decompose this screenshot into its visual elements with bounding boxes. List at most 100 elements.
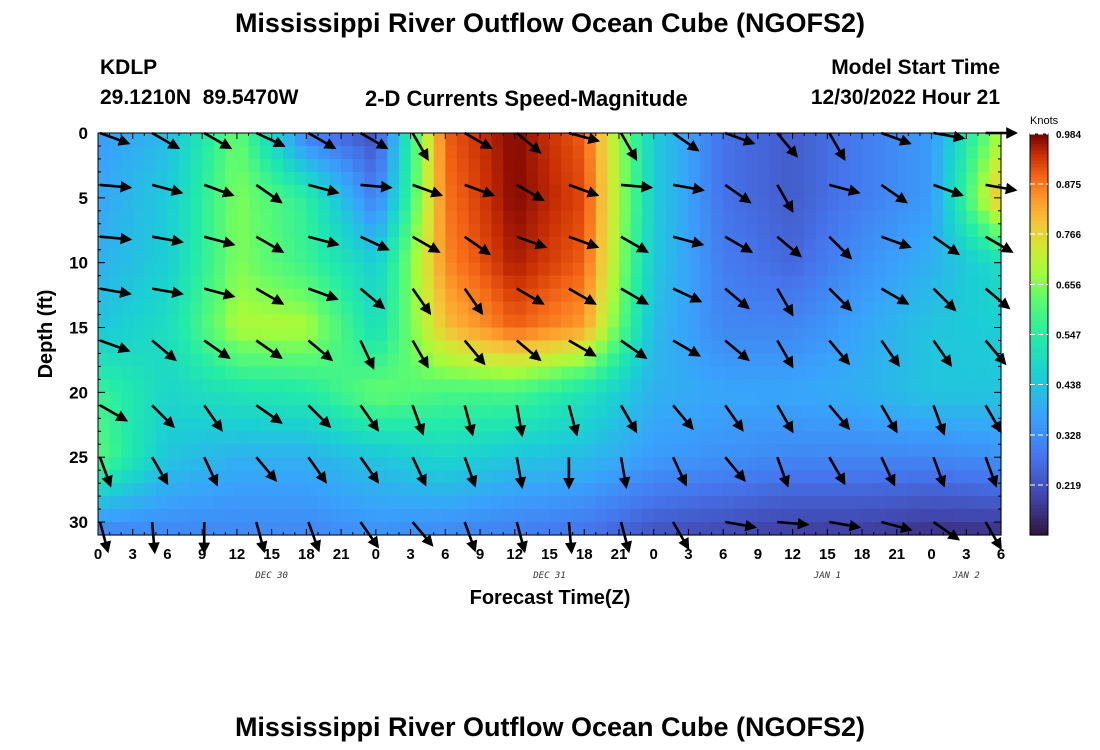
heatmap-cell: [584, 249, 597, 264]
heatmap-cell: [977, 197, 991, 212]
heatmap-cell: [607, 327, 620, 342]
heatmap-cell: [283, 327, 296, 342]
heatmap-cell: [688, 379, 701, 393]
heatmap-cell: [236, 236, 250, 251]
heatmap-cell: [121, 327, 134, 342]
heatmap-cell: [375, 223, 389, 238]
colorbar-segment: [1030, 397, 1048, 402]
y-tick-label: 10: [69, 254, 88, 273]
heatmap-cell: [943, 379, 956, 393]
heatmap-cell: [584, 405, 597, 419]
heatmap-cell: [271, 496, 284, 510]
heatmap-cell: [815, 418, 828, 432]
heatmap-cell: [989, 301, 1002, 316]
heatmap-cell: [514, 223, 527, 238]
colorbar-segment: [1030, 431, 1048, 436]
heatmap-cell: [584, 444, 597, 458]
colorbar-segment: [1030, 267, 1048, 272]
heatmap-cell: [954, 158, 967, 173]
heatmap-cell: [919, 392, 933, 406]
heatmap-cell: [491, 418, 504, 432]
heatmap-cell: [236, 171, 250, 186]
heatmap-cell: [688, 483, 701, 497]
heatmap-cell: [294, 470, 307, 484]
heatmap-cell: [549, 223, 562, 238]
current-vector: [672, 339, 702, 357]
heatmap-cell: [896, 210, 909, 225]
heatmap-cell: [549, 327, 562, 342]
colorbar-segment: [1030, 428, 1048, 433]
heatmap-cell: [630, 496, 643, 510]
heatmap-cell: [792, 405, 805, 419]
heatmap-cell: [804, 145, 817, 160]
heatmap-cell: [989, 431, 1002, 445]
heatmap-cell: [815, 483, 828, 497]
heatmap-cell: [468, 145, 481, 160]
heatmap-cell: [676, 145, 690, 160]
heatmap-cell: [109, 431, 122, 445]
heatmap-cell: [769, 249, 782, 264]
heatmap-cell: [862, 340, 875, 355]
heatmap-cell: [723, 470, 736, 484]
heatmap-cell: [317, 223, 331, 238]
heatmap-cell: [109, 210, 122, 225]
heatmap-cell: [121, 353, 134, 368]
heatmap-cell: [595, 262, 608, 277]
heatmap-cell: [98, 418, 111, 432]
heatmap-cell: [723, 379, 736, 393]
current-vector: [619, 521, 632, 554]
heatmap-cell: [607, 301, 620, 316]
heatmap-cell: [769, 509, 782, 523]
heatmap-cell: [514, 197, 527, 212]
heatmap-cell: [919, 340, 933, 355]
heatmap-cell: [98, 327, 111, 342]
heatmap-cell: [155, 327, 169, 342]
heatmap-cell: [317, 444, 331, 458]
heatmap-cell: [271, 392, 284, 406]
heatmap-cell: [283, 405, 296, 419]
heatmap-cell: [445, 444, 458, 458]
heatmap-cell: [688, 366, 701, 380]
colorbar-segment: [1030, 531, 1048, 536]
heatmap-cell: [815, 392, 828, 406]
colorbar-segment: [1030, 514, 1048, 519]
heatmap-cell: [954, 145, 967, 160]
heatmap-cell: [769, 236, 782, 251]
heatmap-cell: [943, 275, 956, 290]
heatmap-cell: [931, 197, 944, 212]
heatmap-cell: [179, 366, 192, 380]
heatmap-cell: [132, 353, 145, 368]
heatmap-cell: [966, 457, 979, 471]
heatmap-cell: [642, 431, 655, 445]
heatmap-cell: [700, 340, 713, 355]
heatmap-cell: [294, 444, 307, 458]
heatmap-cell: [815, 184, 828, 199]
heatmap-cell: [873, 133, 886, 147]
heatmap-cell: [294, 223, 307, 238]
heatmap-cell: [468, 444, 481, 458]
heatmap-cell: [769, 470, 782, 484]
heatmap-cell: [966, 522, 979, 536]
heatmap-cell: [155, 145, 169, 160]
heatmap-cell: [943, 405, 956, 419]
heatmap-cell: [838, 314, 852, 329]
heatmap-cell: [700, 405, 713, 419]
heatmap-cell: [954, 483, 967, 497]
heatmap-cell: [144, 340, 157, 355]
heatmap-cell: [271, 171, 284, 186]
colorbar-segment: [1030, 297, 1048, 302]
heatmap-cell: [607, 223, 620, 238]
heatmap-cell: [260, 314, 273, 329]
heatmap-cell: [850, 314, 863, 329]
heatmap-cell: [607, 457, 620, 471]
heatmap-cell: [98, 223, 111, 238]
heatmap-cell: [98, 353, 111, 368]
heatmap-cell: [213, 171, 226, 186]
heatmap-cell: [607, 444, 620, 458]
heatmap-cell: [109, 275, 122, 290]
heatmap-cell: [954, 197, 967, 212]
heatmap-cell: [734, 353, 747, 368]
heatmap-cell: [375, 314, 389, 329]
heatmap-cell: [537, 158, 551, 173]
heatmap-cell: [491, 314, 504, 329]
